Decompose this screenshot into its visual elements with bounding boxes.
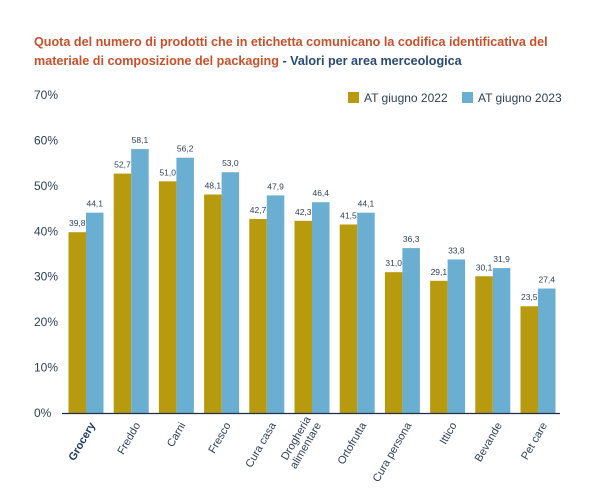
bar-2022 <box>204 194 222 413</box>
category-label: Fresco <box>206 421 233 456</box>
value-label: 23,5 <box>521 292 538 302</box>
bar-2023 <box>538 288 556 413</box>
category-label-line: Fresco <box>206 421 233 456</box>
value-label: 44,1 <box>358 199 375 209</box>
category-label-line: Bevande <box>473 421 505 465</box>
value-label: 44,1 <box>86 199 103 209</box>
value-label: 58,1 <box>132 135 149 145</box>
bar-2023 <box>447 259 466 413</box>
value-label: 39,8 <box>69 218 86 228</box>
value-label: 42,7 <box>250 205 267 215</box>
category-label: Freddo <box>115 421 143 457</box>
category-label-line: Grocery <box>67 420 99 463</box>
bar-2022 <box>339 224 358 413</box>
category-label: Ortofrutta <box>336 420 370 467</box>
value-label: 46,4 <box>312 188 329 198</box>
bar-2022 <box>249 219 267 413</box>
bar-2022 <box>475 276 493 413</box>
value-label: 29,1 <box>431 267 448 277</box>
value-label: 52,7 <box>114 160 131 170</box>
category-label: Bevande <box>473 421 505 465</box>
legend-label: AT giugno 2022 <box>364 91 448 105</box>
legend-swatch <box>348 92 359 103</box>
category-label-line: Ittico <box>438 421 460 447</box>
bar-2023 <box>86 212 104 413</box>
y-tick-label: 40% <box>34 224 58 238</box>
bar-2023 <box>221 172 240 413</box>
bar-2023 <box>402 248 420 413</box>
bar-2022 <box>158 181 177 413</box>
value-label: 51,0 <box>159 167 176 177</box>
bar-2023 <box>357 212 375 413</box>
legend-swatch <box>462 92 473 103</box>
value-label: 41,5 <box>340 210 357 220</box>
category-label-line: Freddo <box>115 421 143 457</box>
category-label-line: Ortofrutta <box>336 420 370 467</box>
y-tick-label: 60% <box>34 133 58 147</box>
bar-2022 <box>520 306 538 413</box>
value-label: 53,0 <box>222 158 239 168</box>
value-label: 30,1 <box>476 262 493 272</box>
bar-2023 <box>492 268 511 413</box>
chart-title-main: Quota del numero di prodotti che in etic… <box>34 35 548 68</box>
category-label-line: Cura casa <box>243 420 279 470</box>
bar-2022 <box>68 232 86 413</box>
value-label: 31,0 <box>385 258 402 268</box>
value-label: 42,3 <box>295 207 312 217</box>
value-label: 31,9 <box>493 254 510 264</box>
value-label: 48,1 <box>205 180 222 190</box>
bar-2022 <box>113 173 132 413</box>
bar-2023 <box>131 149 149 413</box>
category-label: Cura persona <box>371 420 415 484</box>
value-label: 33,8 <box>448 245 465 255</box>
y-tick-label: 10% <box>34 361 58 375</box>
category-label: Carni <box>165 421 189 450</box>
category-label-line: Cura persona <box>371 420 415 484</box>
category-label-line: Carni <box>165 421 189 450</box>
value-label: 56,2 <box>177 144 194 154</box>
bar-2023 <box>266 195 285 413</box>
bar-2022 <box>430 280 448 413</box>
bar-2023 <box>312 202 330 413</box>
legend-label: AT giugno 2023 <box>478 91 562 105</box>
bar-2022 <box>294 220 312 413</box>
y-tick-label: 0% <box>34 406 52 420</box>
y-tick-label: 70% <box>34 88 58 102</box>
value-label: 36,3 <box>403 234 420 244</box>
category-label: Cura casa <box>243 420 279 470</box>
category-label-line: Pet care <box>519 421 550 462</box>
chart-title-separator: - <box>278 54 291 68</box>
chart-title: Quota del numero di prodotti che in etic… <box>34 33 604 71</box>
value-label: 47,9 <box>267 181 284 191</box>
bar-2022 <box>384 272 403 413</box>
category-label: Ittico <box>438 421 460 447</box>
chart-subtitle: Valori per area merceologica <box>290 54 462 68</box>
value-label: 27,4 <box>538 275 555 285</box>
y-tick-label: 50% <box>34 179 58 193</box>
bar-2023 <box>176 157 194 413</box>
y-tick-label: 30% <box>34 270 58 284</box>
category-label: Grocery <box>67 420 99 463</box>
category-label: Pet care <box>519 421 550 462</box>
y-tick-label: 20% <box>34 315 58 329</box>
